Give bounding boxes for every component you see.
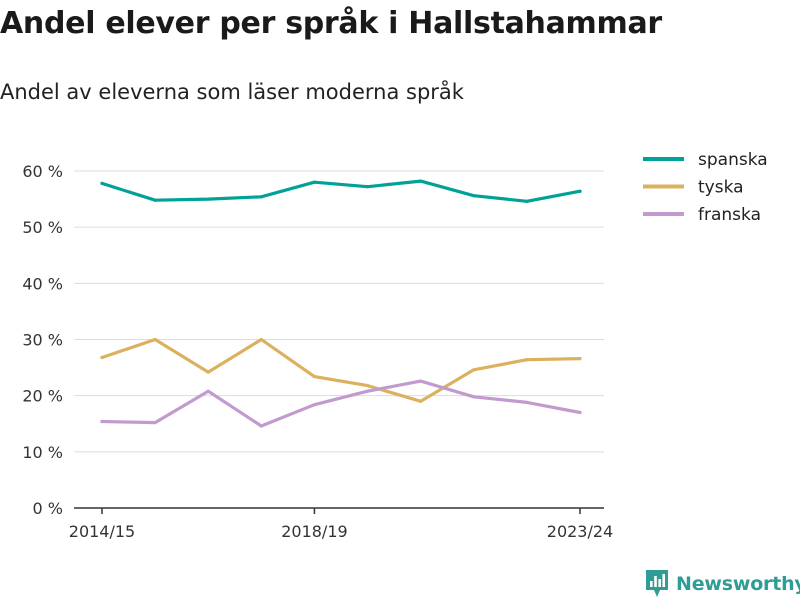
chart-title: Andel elever per språk i Hallstahammar xyxy=(0,6,662,41)
bar-chart-logo-icon xyxy=(646,570,668,597)
y-tick-label: 0 % xyxy=(33,499,63,518)
data-point-franska xyxy=(365,389,370,393)
y-tick-label: 20 % xyxy=(22,387,63,406)
data-point-spanska xyxy=(419,179,423,183)
gridlines xyxy=(74,170,604,453)
data-point-tyska xyxy=(153,337,157,342)
data-point-franska xyxy=(259,424,263,428)
data-point-franska xyxy=(100,419,104,424)
data-point-spanska xyxy=(259,195,263,199)
data-point-tyska xyxy=(578,356,582,361)
x-tick-label: 2014/15 xyxy=(69,522,135,541)
legend-label-spanska: spanska xyxy=(698,150,768,170)
y-axis-ticks: 0 % 10 % 20 % 30 % 40 % 50 % 60 % xyxy=(22,162,63,518)
data-point-spanska xyxy=(472,194,476,198)
data-point-franska xyxy=(525,400,529,405)
legend-label-franska: franska xyxy=(698,205,761,225)
data-point-franska xyxy=(206,389,210,393)
data-point-spanska xyxy=(525,199,529,203)
y-tick-label: 40 % xyxy=(22,274,63,293)
series-line-spanska xyxy=(100,179,582,203)
brand-name: Newsworthy xyxy=(676,573,800,595)
data-point-spanska xyxy=(100,181,104,185)
data-point-spanska xyxy=(312,180,317,184)
data-point-spanska xyxy=(365,185,370,189)
data-point-tyska xyxy=(525,358,529,362)
x-tick-label: 2023/24 xyxy=(547,522,613,541)
data-point-tyska xyxy=(365,383,370,388)
y-tick-label: 10 % xyxy=(22,443,63,462)
data-point-tyska xyxy=(206,370,210,374)
x-tick-label: 2018/19 xyxy=(281,522,347,541)
data-point-spanska xyxy=(206,197,210,201)
y-tick-label: 50 % xyxy=(22,218,63,237)
series-lines xyxy=(100,179,582,428)
data-point-franska xyxy=(419,379,423,383)
data-point-tyska xyxy=(472,368,476,372)
brand-logo: Newsworthy xyxy=(645,569,800,599)
chart-subtitle: Andel av eleverna som läser moderna språ… xyxy=(0,80,464,104)
y-tick-label: 60 % xyxy=(22,162,63,181)
legend-label-tyska: tyska xyxy=(698,178,744,198)
data-point-tyska xyxy=(419,399,423,403)
data-point-spanska xyxy=(153,198,157,202)
data-point-tyska xyxy=(100,355,104,360)
y-tick-label: 30 % xyxy=(22,331,63,350)
data-point-tyska xyxy=(312,374,317,379)
data-point-spanska xyxy=(578,189,582,193)
data-point-franska xyxy=(153,421,157,425)
x-axis: 2014/15 2018/19 2023/24 xyxy=(69,507,613,541)
data-point-franska xyxy=(312,403,317,407)
data-point-franska xyxy=(578,410,582,415)
data-point-franska xyxy=(472,395,476,399)
series-line-tyska xyxy=(100,337,582,403)
data-point-tyska xyxy=(259,337,263,342)
legend: spanska tyska franska xyxy=(643,150,768,225)
series-line-franska xyxy=(100,379,582,428)
